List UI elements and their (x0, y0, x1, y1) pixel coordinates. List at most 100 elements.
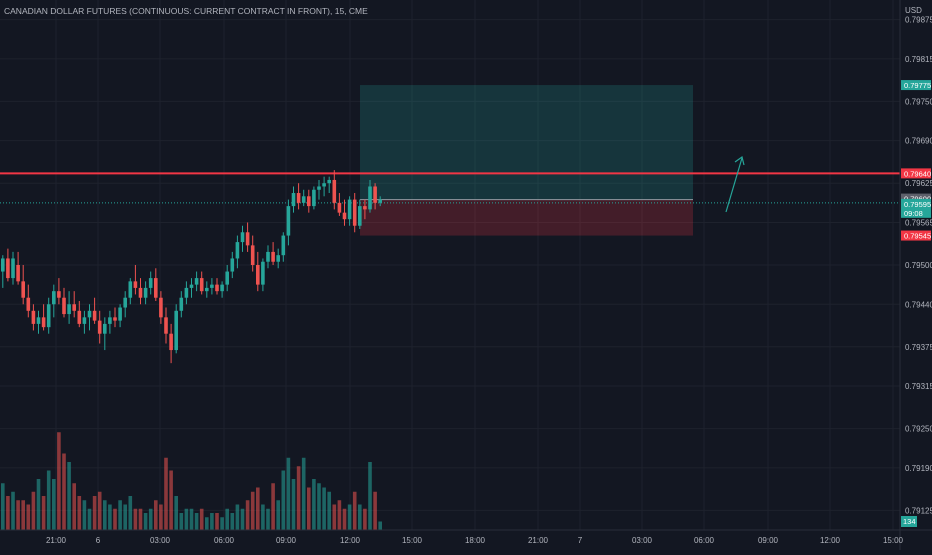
volume-bar (307, 488, 311, 531)
price-tick-label: 0.79500 (905, 261, 932, 270)
candle-body (195, 278, 199, 285)
volume-bar (327, 492, 331, 530)
candle-body (236, 242, 240, 258)
volume-bar (123, 505, 127, 531)
volume-bar (169, 471, 173, 531)
price-tick-label: 0.79875 (905, 16, 932, 25)
price-tick-label: 0.79440 (905, 300, 932, 309)
volume-bar (276, 500, 280, 530)
candle-body (93, 311, 97, 321)
candle-body (190, 285, 194, 288)
volume-bar (368, 462, 372, 530)
time-tick-label: 21:00 (46, 536, 67, 545)
candle-body (32, 311, 36, 324)
candle-body (169, 334, 173, 350)
candle-body (154, 278, 158, 298)
volume-bar (6, 496, 10, 530)
volume-bar (98, 492, 102, 530)
candle-body (37, 317, 41, 324)
candle-body (261, 262, 265, 285)
volume-bar (271, 483, 275, 530)
volume-bar (174, 496, 178, 530)
candle-body (27, 298, 31, 311)
candle-body (21, 281, 25, 297)
time-tick-label: 7 (578, 536, 583, 545)
candle-body (139, 288, 143, 298)
price-badge-label: 0.79545 (904, 232, 931, 241)
time-tick-label: 03:00 (632, 536, 653, 545)
volume-bar (220, 517, 224, 530)
volume-bar (93, 496, 97, 530)
time-tick-label: 03:00 (150, 536, 171, 545)
candle-body (113, 317, 117, 320)
candle-body (266, 252, 270, 262)
volume-bar (210, 513, 214, 530)
volume-bar (353, 492, 357, 530)
time-tick-label: 15:00 (402, 536, 423, 545)
volume-bar (118, 500, 122, 530)
volume-bar (11, 492, 15, 530)
candle-body (307, 196, 311, 206)
volume-bar (88, 509, 92, 530)
price-badge-label: 0.79640 (904, 169, 931, 178)
volume-bar (333, 505, 337, 531)
candle-body (256, 265, 260, 285)
candle-body (348, 200, 352, 220)
volume-bar (134, 509, 138, 530)
volume-bar (343, 509, 347, 530)
candle-body (225, 272, 229, 285)
candle-body (149, 278, 153, 288)
volume-bar (378, 522, 382, 531)
volume-badge-label: 134 (903, 517, 916, 526)
candle-body (276, 255, 280, 262)
last-price-label: 0.79595 (904, 200, 931, 209)
candle-body (174, 311, 178, 350)
candle-body (47, 304, 51, 327)
volume-bar (129, 496, 133, 530)
candle-body (83, 317, 87, 324)
candle-body (123, 298, 127, 308)
candle-body (246, 232, 250, 245)
price-tick-label: 0.79690 (905, 137, 932, 146)
volume-bar (72, 483, 76, 530)
volume-bar (27, 505, 31, 531)
volume-bar (16, 500, 20, 530)
position-tool[interactable] (360, 85, 693, 235)
candle-body (98, 321, 102, 334)
candle-body (108, 317, 112, 324)
candle-body (42, 317, 46, 327)
candle-body (302, 196, 306, 203)
candle-body (159, 298, 163, 318)
candle-body (292, 193, 296, 206)
volume-bar (47, 471, 51, 531)
candle-body (1, 258, 5, 271)
candle-body (317, 186, 321, 189)
volume-bar (103, 500, 107, 530)
volume-bar (62, 454, 66, 531)
volume-bar (302, 458, 306, 530)
volume-bar (52, 479, 56, 530)
target-zone[interactable] (360, 85, 693, 200)
price-tick-label: 0.79250 (905, 425, 932, 434)
time-tick-label: 06:00 (694, 536, 715, 545)
candle-body (378, 200, 382, 203)
candle-body (144, 288, 148, 298)
time-tick-label: 15:00 (883, 536, 904, 545)
candle-body (103, 324, 107, 334)
candle-body (118, 308, 122, 321)
candle-body (200, 278, 204, 291)
volume-bar (78, 496, 82, 530)
volume-bar (317, 483, 321, 530)
volume-bar (205, 517, 209, 530)
volume-bar (322, 488, 326, 531)
volume-bar (261, 505, 265, 531)
price-tick-label: 0.79125 (905, 506, 932, 515)
candle-body (210, 285, 214, 288)
volume-bar (37, 479, 41, 530)
stop-zone[interactable] (360, 200, 693, 236)
countdown-label: 09:08 (904, 209, 923, 218)
candle-body (373, 186, 377, 202)
volume-bar (215, 513, 219, 530)
